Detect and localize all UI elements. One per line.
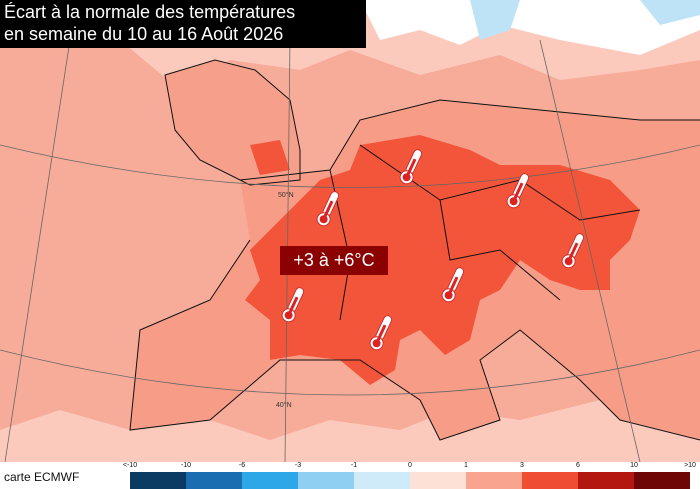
legend-label: 0: [408, 462, 412, 469]
thermometer: [561, 233, 585, 269]
thermometer-fill: [284, 311, 293, 320]
title-line: en semaine du 10 au 16 Août 2026: [4, 24, 283, 44]
legend-label: -6: [239, 462, 245, 469]
legend: <-10 -10 -6 -3 -1 0 1 3 6 10 >10: [123, 462, 696, 489]
thermometer-fill: [448, 276, 459, 295]
latitude-label: 40°N: [276, 401, 292, 409]
strong-anomaly-zone: [250, 140, 290, 175]
legend-label: 3: [520, 462, 524, 469]
thermometer-fill: [509, 197, 518, 206]
legend-label: <-10: [123, 462, 137, 469]
thermometer-fill: [444, 291, 453, 300]
blue-zone: [470, 0, 700, 40]
anomaly-label: +3 à +6°C: [293, 250, 374, 270]
thermometer-fill: [376, 324, 387, 343]
legend-label: 1: [464, 462, 468, 469]
title-box: [0, 0, 366, 48]
thermometer: [281, 287, 305, 323]
thermometer: [369, 315, 393, 351]
legend-swatch: [130, 472, 186, 489]
legend-swatch: [186, 472, 242, 489]
legend-label: 6: [576, 462, 580, 469]
thermometer-fill: [513, 182, 524, 201]
legend-swatch: [298, 472, 354, 489]
legend-swatch: [634, 472, 690, 489]
thermometer-fill: [402, 173, 411, 182]
thermometer-fill: [319, 215, 328, 224]
legend-label: -3: [295, 462, 301, 469]
white-zone: [360, 0, 700, 55]
latitude-label: 50°N: [278, 191, 294, 199]
title-line: Écart à la normale des températures: [4, 2, 295, 22]
legend-label: -1: [351, 462, 357, 469]
borders: [129, 59, 700, 441]
legend-swatch: [410, 472, 466, 489]
legend-label: >10: [684, 462, 696, 469]
legend-swatch: [578, 472, 634, 489]
thermometer: [316, 191, 340, 227]
thermometer-icons: [281, 149, 585, 351]
thermometer: [399, 149, 423, 185]
legend-label: 10: [630, 462, 638, 469]
legend-label: -10: [181, 462, 191, 469]
legend-swatch: [354, 472, 410, 489]
thermometer: [506, 173, 530, 209]
strong-anomaly-zone: [245, 135, 640, 385]
legend-swatch: [522, 472, 578, 489]
anomaly-label-box: [280, 246, 388, 275]
thermometer-fill: [564, 257, 573, 266]
thermometer-fill: [288, 296, 299, 315]
thermometer-fill: [406, 158, 417, 177]
thermometer: [441, 267, 465, 303]
source: carte ECMWF: [4, 470, 79, 484]
thermometer-fill: [568, 242, 579, 261]
thermometer-fill: [323, 200, 334, 219]
thermometer-fill: [372, 339, 381, 348]
legend-swatch: [242, 472, 298, 489]
legend-swatch: [466, 472, 522, 489]
